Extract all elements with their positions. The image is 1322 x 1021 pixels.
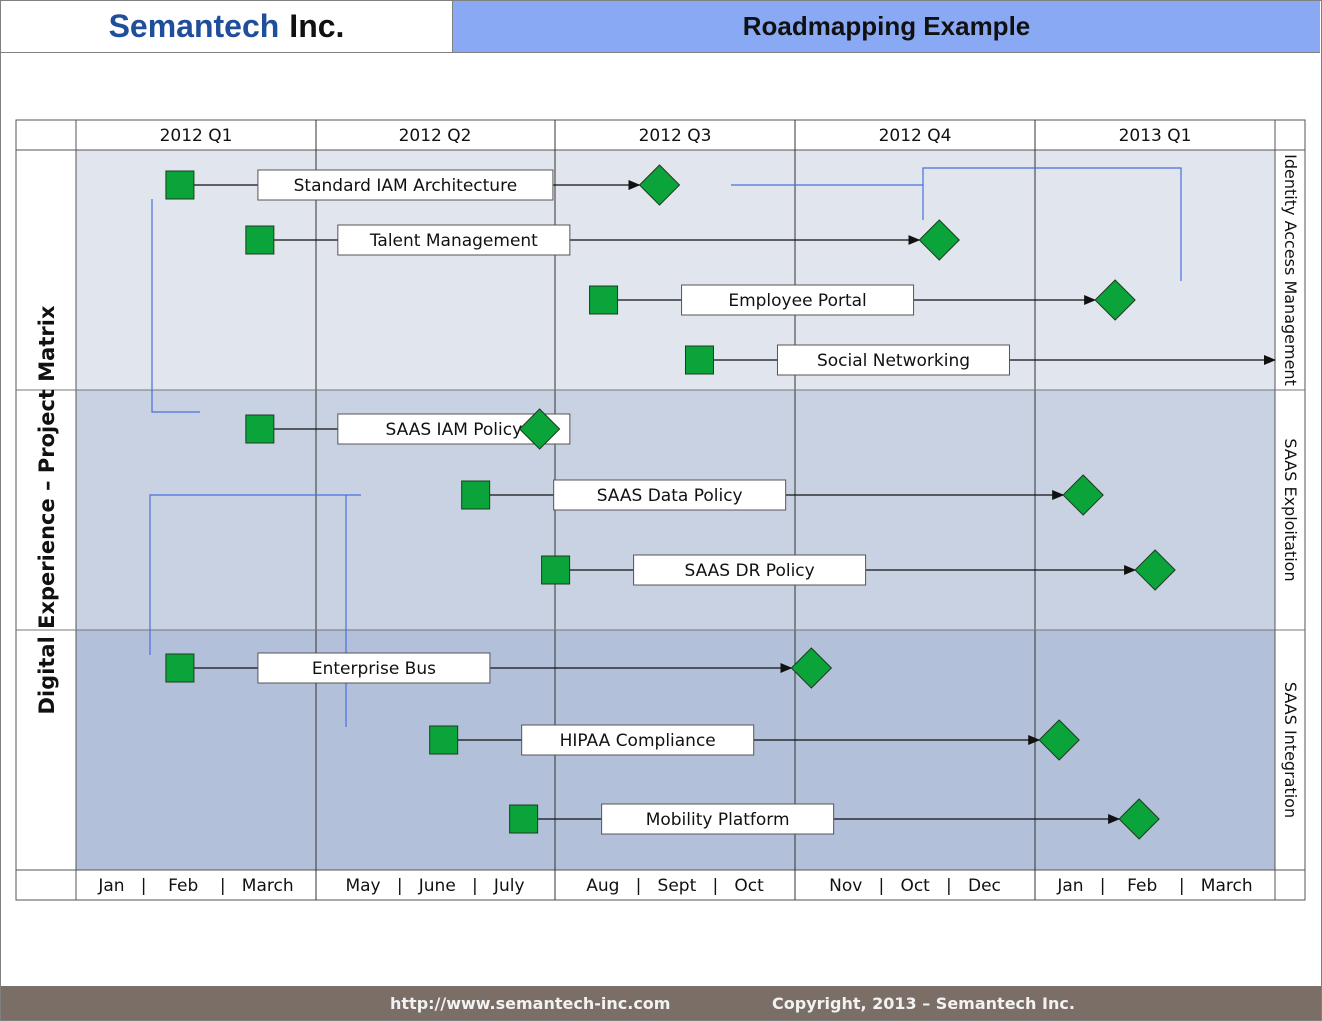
end-milestone-diamond[interactable] xyxy=(1094,279,1136,321)
project-row: SAAS IAM Policy xyxy=(245,408,571,450)
project-label-box[interactable] xyxy=(553,479,787,511)
end-milestone-diamond[interactable] xyxy=(1134,549,1176,591)
start-milestone-square[interactable] xyxy=(461,480,491,510)
project-row: Talent Management xyxy=(245,219,960,261)
dependency-line xyxy=(922,167,1182,281)
footer-url[interactable]: http://www.semantech-inc.com xyxy=(390,994,671,1013)
start-milestone-square[interactable] xyxy=(165,170,195,200)
project-label-box[interactable] xyxy=(337,224,571,256)
end-milestone-diamond[interactable] xyxy=(638,164,681,206)
project-row: SAAS DR Policy xyxy=(541,549,1176,591)
dependency-line xyxy=(151,199,200,413)
project-row: Standard IAM Architecture xyxy=(165,164,681,206)
month-row: Jan | Feb | March xyxy=(97,876,293,896)
project-label-box[interactable] xyxy=(681,284,915,316)
project-label: SAAS IAM Policy xyxy=(386,420,523,440)
start-milestone-square[interactable] xyxy=(541,555,571,585)
project-label-box[interactable] xyxy=(257,652,491,684)
quarter-header: 2013 Q1 xyxy=(1119,126,1192,146)
project-label-box[interactable] xyxy=(633,554,867,586)
end-milestone-diamond[interactable] xyxy=(1062,474,1104,516)
projects-layer: Standard IAM Architecture Talent Manageme… xyxy=(165,164,1276,840)
project-row: Employee Portal xyxy=(589,279,1136,321)
project-label: Mobility Platform xyxy=(646,810,790,830)
company-name-main: Semantech xyxy=(108,8,280,44)
end-milestone-diamond[interactable] xyxy=(790,647,833,689)
footer-copyright: Copyright, 2013 – Semantech Inc. xyxy=(772,994,1075,1013)
matrix-vertical-title: Digital Experience – Project Matrix xyxy=(35,305,59,714)
start-milestone-square[interactable] xyxy=(245,414,275,444)
swimlane-label: SAAS Integration xyxy=(1281,682,1300,818)
matrix-border xyxy=(15,119,1306,901)
quarter-header: 2012 Q2 xyxy=(399,126,472,146)
project-row: Mobility Platform xyxy=(509,798,1160,840)
month-row: May | June | July xyxy=(345,876,524,896)
month-row: Nov | Oct | Dec xyxy=(829,876,1001,896)
dependency-lines xyxy=(149,167,1182,727)
start-milestone-square[interactable] xyxy=(509,804,539,834)
project-label-box[interactable] xyxy=(521,724,755,756)
project-row: HIPAA Compliance xyxy=(429,719,1080,761)
project-row: SAAS Data Policy xyxy=(461,474,1104,516)
quarter-header: 2012 Q4 xyxy=(879,126,952,146)
start-milestone-square[interactable] xyxy=(165,653,195,683)
project-label: SAAS Data Policy xyxy=(597,486,743,506)
project-label: Talent Management xyxy=(369,231,538,251)
project-label: Employee Portal xyxy=(728,291,866,311)
swimlane-label: SAAS Exploitation xyxy=(1281,438,1300,581)
project-label: HIPAA Compliance xyxy=(560,731,716,751)
swimlane-label: Identity Access Management xyxy=(1281,154,1300,386)
start-milestone-square[interactable] xyxy=(429,725,459,755)
project-label-box[interactable] xyxy=(601,803,835,835)
project-row: Social Networking xyxy=(684,344,1276,376)
dependency-line xyxy=(149,494,361,655)
company-name-suffix: Inc. xyxy=(289,8,345,44)
project-label: Social Networking xyxy=(817,351,970,371)
end-milestone-diamond[interactable] xyxy=(1118,798,1160,840)
start-milestone-square[interactable] xyxy=(245,225,275,255)
page-title-text: Roadmapping Example xyxy=(742,11,1031,41)
month-row: Aug | Sept | Oct xyxy=(586,876,764,896)
page-title: Roadmapping Example xyxy=(453,1,1320,53)
month-row: Jan | Feb | March xyxy=(1056,876,1252,896)
start-milestone-square[interactable] xyxy=(589,285,619,315)
end-milestone-diamond[interactable] xyxy=(1038,719,1080,761)
project-label: Standard IAM Architecture xyxy=(294,176,518,196)
quarter-header: 2012 Q1 xyxy=(160,126,233,146)
project-label: Enterprise Bus xyxy=(312,659,436,679)
project-label-box[interactable] xyxy=(257,169,554,201)
company-logo-text: Semantech Inc. xyxy=(1,1,453,53)
end-milestone-diamond[interactable] xyxy=(518,408,561,450)
quarter-header: 2012 Q3 xyxy=(639,126,712,146)
footer-bar: http://www.semantech-inc.com Copyright, … xyxy=(1,986,1321,1020)
project-label-box[interactable] xyxy=(776,344,1010,376)
start-milestone-square[interactable] xyxy=(684,345,714,375)
end-milestone-diamond[interactable] xyxy=(918,219,960,261)
project-row: Enterprise Bus xyxy=(165,647,833,689)
project-label: SAAS DR Policy xyxy=(684,561,814,581)
